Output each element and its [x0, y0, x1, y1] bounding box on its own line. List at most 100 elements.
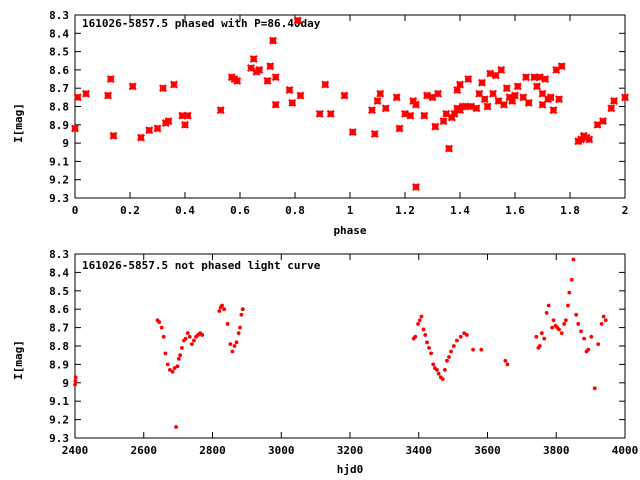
data-point: [172, 366, 177, 370]
y-tick-label: 8.7: [49, 82, 69, 95]
data-point: [420, 111, 429, 120]
data-point: [167, 368, 172, 372]
data-point: [462, 331, 467, 336]
data-point: [442, 368, 447, 372]
data-point: [170, 369, 175, 374]
y-tick-label: 8.3: [49, 248, 69, 261]
data-point: [269, 36, 277, 45]
data-point: [610, 97, 618, 105]
data-point: [225, 322, 230, 326]
data-point: [508, 97, 517, 105]
y-tick-label: 9.1: [49, 395, 69, 408]
data-point: [489, 89, 497, 98]
data-point: [494, 97, 503, 105]
data-point: [447, 355, 451, 359]
data-point: [555, 95, 563, 104]
data-point: [412, 100, 420, 109]
y-tick-label: 9.3: [49, 192, 69, 205]
data-point: [551, 318, 556, 323]
data-point: [533, 82, 541, 91]
data-point: [453, 86, 462, 95]
data-point: [479, 347, 484, 352]
y-tick-label: 8.4: [49, 266, 69, 279]
data-point: [71, 124, 79, 133]
x-tick-label: 2: [622, 204, 629, 217]
data-point: [524, 98, 533, 107]
data-point: [439, 117, 448, 126]
data-point: [541, 75, 550, 84]
data-point: [549, 106, 558, 115]
y-tick-label: 8.8: [49, 340, 69, 353]
y-tick-label: 8.9: [49, 358, 69, 371]
data-point: [537, 344, 542, 348]
data-point: [247, 64, 255, 73]
data-point: [180, 345, 184, 350]
data-point: [550, 325, 555, 330]
data-point: [73, 382, 77, 387]
data-point: [478, 78, 486, 87]
x-tick-label: 1.6: [505, 204, 525, 217]
data-point: [145, 126, 154, 135]
data-point: [185, 331, 190, 336]
data-point: [238, 325, 242, 330]
data-point: [239, 312, 244, 317]
data-point: [599, 117, 607, 126]
data-point: [137, 133, 145, 142]
data-point: [431, 122, 440, 131]
data-point: [435, 368, 439, 372]
x-tick-label: 0: [72, 204, 79, 217]
data-point: [472, 104, 481, 113]
data-point: [216, 106, 225, 115]
data-point: [233, 76, 242, 85]
data-point: [599, 322, 604, 326]
data-point: [534, 334, 539, 339]
data-point: [187, 334, 192, 339]
x-tick-label: 3200: [337, 444, 364, 457]
y-tick-label: 9.2: [49, 414, 69, 427]
data-point: [480, 95, 489, 104]
data-point: [271, 100, 280, 109]
data-point: [538, 100, 547, 109]
data-point: [189, 342, 194, 347]
y-tick-label: 8.6: [49, 303, 69, 316]
data-point: [539, 331, 544, 336]
data-point: [419, 314, 424, 319]
data-point: [563, 318, 568, 323]
data-point: [200, 333, 205, 337]
data-point: [429, 351, 434, 356]
data-point: [464, 333, 469, 337]
data-point: [73, 379, 78, 383]
data-point: [106, 75, 115, 84]
data-point: [582, 336, 586, 341]
data-series: [71, 16, 629, 191]
data-point: [458, 334, 463, 339]
data-point: [574, 312, 579, 317]
data-point: [427, 345, 431, 350]
data-point: [417, 318, 422, 323]
x-tick-label: 2600: [131, 444, 158, 457]
y-tick-label: 9.3: [49, 432, 69, 445]
data-point: [552, 65, 561, 74]
data-point: [392, 93, 401, 102]
x-axis-label: phase: [333, 224, 366, 237]
x-tick-label: 3800: [543, 444, 570, 457]
data-point: [183, 111, 192, 120]
data-point: [593, 120, 602, 129]
data-point: [178, 353, 183, 358]
chart-title: 161026-5857.5 phased with P=86.40day: [82, 17, 321, 30]
data-point: [423, 333, 428, 337]
data-point: [596, 342, 601, 347]
data-point: [546, 93, 555, 102]
data-point: [440, 377, 445, 382]
x-tick-label: 2800: [199, 444, 226, 457]
data-point: [607, 104, 616, 113]
y-tick-label: 8.9: [49, 119, 69, 132]
y-tick-label: 8.8: [49, 101, 69, 114]
data-point: [73, 93, 82, 102]
data-series: [73, 257, 608, 429]
x-tick-label: 2400: [62, 444, 89, 457]
data-point: [585, 135, 594, 144]
data-point: [569, 277, 574, 282]
